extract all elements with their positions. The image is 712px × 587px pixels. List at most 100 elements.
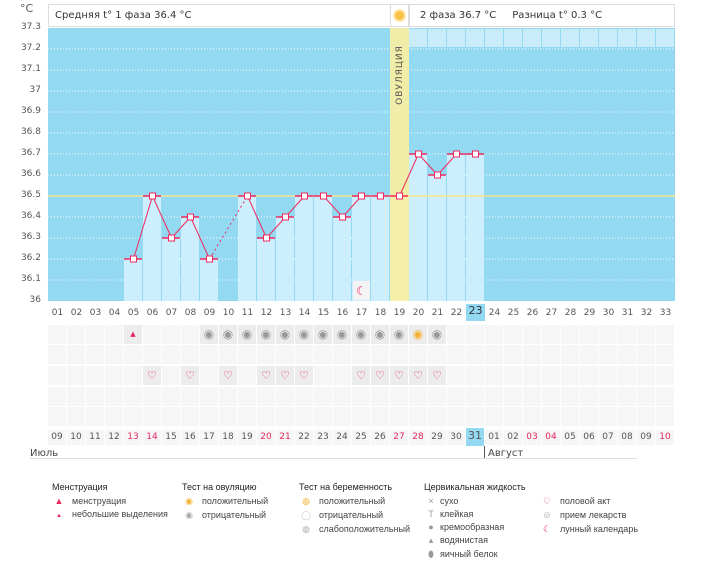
day-cell[interactable]	[504, 366, 522, 385]
day-cell[interactable]: ♡	[257, 366, 275, 385]
day-cell[interactable]	[466, 387, 484, 406]
day-cell[interactable]	[143, 407, 161, 426]
day-cell[interactable]	[48, 325, 66, 344]
day-cell[interactable]	[181, 345, 199, 364]
day-cell[interactable]	[390, 407, 408, 426]
day-cell[interactable]	[447, 325, 465, 344]
day-cell[interactable]	[599, 345, 617, 364]
day-cell[interactable]: ♡	[143, 366, 161, 385]
day-cell[interactable]	[561, 345, 579, 364]
day-cell[interactable]	[523, 345, 541, 364]
day-cell[interactable]: ◉	[276, 325, 294, 344]
day-cell[interactable]	[67, 325, 85, 344]
day-cell[interactable]	[295, 387, 313, 406]
cycle-day-label[interactable]: 32	[640, 308, 653, 318]
calendar-date[interactable]: 04	[542, 430, 560, 445]
day-cell[interactable]: ◉	[200, 325, 218, 344]
day-cell[interactable]	[314, 407, 332, 426]
calendar-date[interactable]: 31	[466, 428, 484, 446]
day-cell[interactable]: ◉	[428, 325, 446, 344]
calendar-date[interactable]: 09	[637, 430, 655, 445]
day-cell[interactable]	[618, 387, 636, 406]
day-cell[interactable]	[447, 366, 465, 385]
cycle-day-label[interactable]: 30	[602, 308, 615, 318]
day-cell[interactable]	[257, 345, 275, 364]
day-cell[interactable]	[67, 366, 85, 385]
cycle-day-label[interactable]: 08	[184, 308, 197, 318]
day-cell[interactable]: ◉	[409, 325, 427, 344]
cycle-day-label[interactable]: 17	[355, 308, 368, 318]
day-cell[interactable]	[181, 387, 199, 406]
day-cell[interactable]	[105, 366, 123, 385]
calendar-date[interactable]: 17	[200, 430, 218, 445]
day-cell[interactable]	[580, 387, 598, 406]
day-cell[interactable]	[447, 407, 465, 426]
cycle-day-label[interactable]: 14	[298, 308, 311, 318]
day-cell[interactable]	[504, 407, 522, 426]
day-cell[interactable]	[599, 387, 617, 406]
day-cell[interactable]	[656, 325, 674, 344]
day-cell[interactable]	[219, 387, 237, 406]
day-cell[interactable]	[485, 345, 503, 364]
cycle-day-label[interactable]: 01	[51, 308, 64, 318]
day-cell[interactable]: ♡	[295, 366, 313, 385]
day-cell[interactable]	[162, 325, 180, 344]
day-cell[interactable]	[523, 366, 541, 385]
calendar-date[interactable]: 24	[333, 430, 351, 445]
cycle-day-label[interactable]: 12	[260, 308, 273, 318]
day-cell[interactable]	[181, 325, 199, 344]
calendar-date[interactable]: 27	[390, 430, 408, 445]
day-cell[interactable]	[637, 387, 655, 406]
day-cell[interactable]: ◉	[295, 325, 313, 344]
cycle-day-label[interactable]: 31	[621, 308, 634, 318]
cycle-day-label[interactable]: 06	[146, 308, 159, 318]
day-cell[interactable]	[561, 325, 579, 344]
day-cell[interactable]	[257, 407, 275, 426]
day-cell[interactable]	[466, 407, 484, 426]
calendar-date[interactable]: 09	[48, 430, 66, 445]
day-cell[interactable]	[542, 407, 560, 426]
day-cell[interactable]	[219, 407, 237, 426]
day-cell[interactable]	[162, 387, 180, 406]
day-cell[interactable]: ◉	[390, 325, 408, 344]
day-cell[interactable]	[447, 345, 465, 364]
day-cell[interactable]	[542, 325, 560, 344]
calendar-date[interactable]: 23	[314, 430, 332, 445]
day-cell[interactable]	[314, 387, 332, 406]
day-cell[interactable]	[656, 407, 674, 426]
day-cell[interactable]	[390, 345, 408, 364]
cycle-day-label[interactable]: 28	[564, 308, 577, 318]
cycle-day-label[interactable]: 33	[659, 308, 672, 318]
cycle-day-label[interactable]: 04	[108, 308, 121, 318]
calendar-date[interactable]: 21	[276, 430, 294, 445]
day-cell[interactable]	[105, 387, 123, 406]
day-cell[interactable]: ♡	[181, 366, 199, 385]
day-cell[interactable]	[143, 325, 161, 344]
day-cell[interactable]	[542, 387, 560, 406]
calendar-date[interactable]: 07	[599, 430, 617, 445]
day-cell[interactable]	[466, 345, 484, 364]
day-cell[interactable]: ♡	[409, 366, 427, 385]
calendar-date[interactable]: 05	[561, 430, 579, 445]
day-cell[interactable]	[485, 325, 503, 344]
day-cell[interactable]: ◉	[314, 325, 332, 344]
cycle-day-label[interactable]: 24	[488, 308, 501, 318]
day-cell[interactable]	[504, 325, 522, 344]
day-cell[interactable]	[86, 407, 104, 426]
calendar-date[interactable]: 26	[371, 430, 389, 445]
day-cell[interactable]	[162, 407, 180, 426]
day-cell[interactable]	[580, 407, 598, 426]
day-cell[interactable]: ◉	[219, 325, 237, 344]
cycle-day-label[interactable]: 13	[279, 308, 292, 318]
cycle-day-label[interactable]: 16	[336, 308, 349, 318]
calendar-date[interactable]: 20	[257, 430, 275, 445]
day-cell[interactable]	[656, 345, 674, 364]
day-cell[interactable]	[86, 387, 104, 406]
day-cell[interactable]	[352, 407, 370, 426]
day-cell[interactable]	[580, 325, 598, 344]
day-cell[interactable]	[86, 325, 104, 344]
day-cell[interactable]	[352, 345, 370, 364]
day-cell[interactable]	[447, 387, 465, 406]
day-cell[interactable]	[523, 407, 541, 426]
calendar-date[interactable]: 14	[143, 430, 161, 445]
